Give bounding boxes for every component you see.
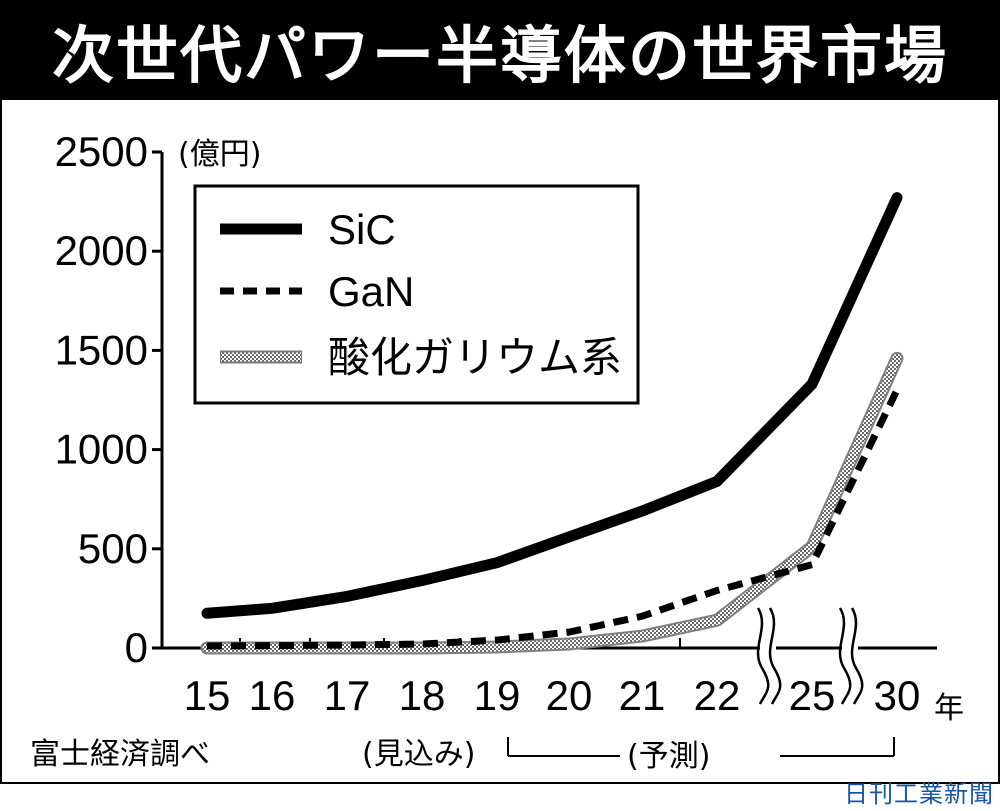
x-tick-label: 19: [474, 672, 521, 719]
ticks-layer: 2500 2000 1500 1000 500 0 15 16 17 18 19 20 21 22 25 30: [55, 128, 921, 719]
axis-break-layer: [756, 600, 864, 710]
x-tick-label: 20: [546, 672, 593, 719]
title-bar: 次世代パワー半導体の世界市場: [0, 0, 1000, 100]
axis-break-gap: [842, 600, 858, 710]
x-tick-label: 30: [874, 672, 921, 719]
y-tick-label: 2000: [55, 227, 148, 274]
y-tick-label: 1000: [55, 426, 148, 473]
x-tick-label: 25: [789, 672, 836, 719]
axis-break-gap: [760, 600, 776, 710]
y-tick-label: 500: [78, 525, 148, 572]
legend-label-gan: GaN: [328, 268, 414, 315]
axis-break-mark: [768, 607, 782, 705]
axis-break-mark: [850, 607, 864, 705]
actual-estimate-label: (見込み): [362, 737, 475, 772]
legend-label-sic: SiC: [328, 206, 396, 253]
x-tick-label: 22: [694, 672, 741, 719]
x-tick-label: 15: [184, 672, 231, 719]
x-tick-label: 16: [249, 672, 296, 719]
y-tick-label: 0: [125, 624, 148, 671]
legend-label-gao: 酸化ガリウム系: [328, 334, 622, 381]
series-gan-line: [206, 388, 901, 650]
source-label: 富士経済調べ: [30, 737, 210, 772]
y-tick-label: 1500: [55, 326, 148, 373]
x-unit-label: 年: [934, 691, 964, 726]
chart-frame: (億円) 年 2500 2000 1500 1000 500 0 15 16 17 18 19 20 2…: [0, 100, 1000, 784]
y-unit-label: (億円): [178, 137, 261, 172]
series-sic-line: [201, 192, 903, 619]
x-tick-label: 17: [324, 672, 371, 719]
forecast-label: (予測): [627, 739, 710, 774]
x-tick-label: 21: [619, 672, 666, 719]
axis-break-mark: [756, 607, 770, 705]
watermark: 日刊工業新聞: [844, 780, 994, 808]
series-layer: [200, 192, 904, 655]
axis-break-mark: [838, 607, 852, 705]
x-tick-label: 18: [399, 672, 446, 719]
chart-title: 次世代パワー半導体の世界市場: [51, 19, 948, 92]
y-tick-label: 2500: [55, 128, 148, 175]
